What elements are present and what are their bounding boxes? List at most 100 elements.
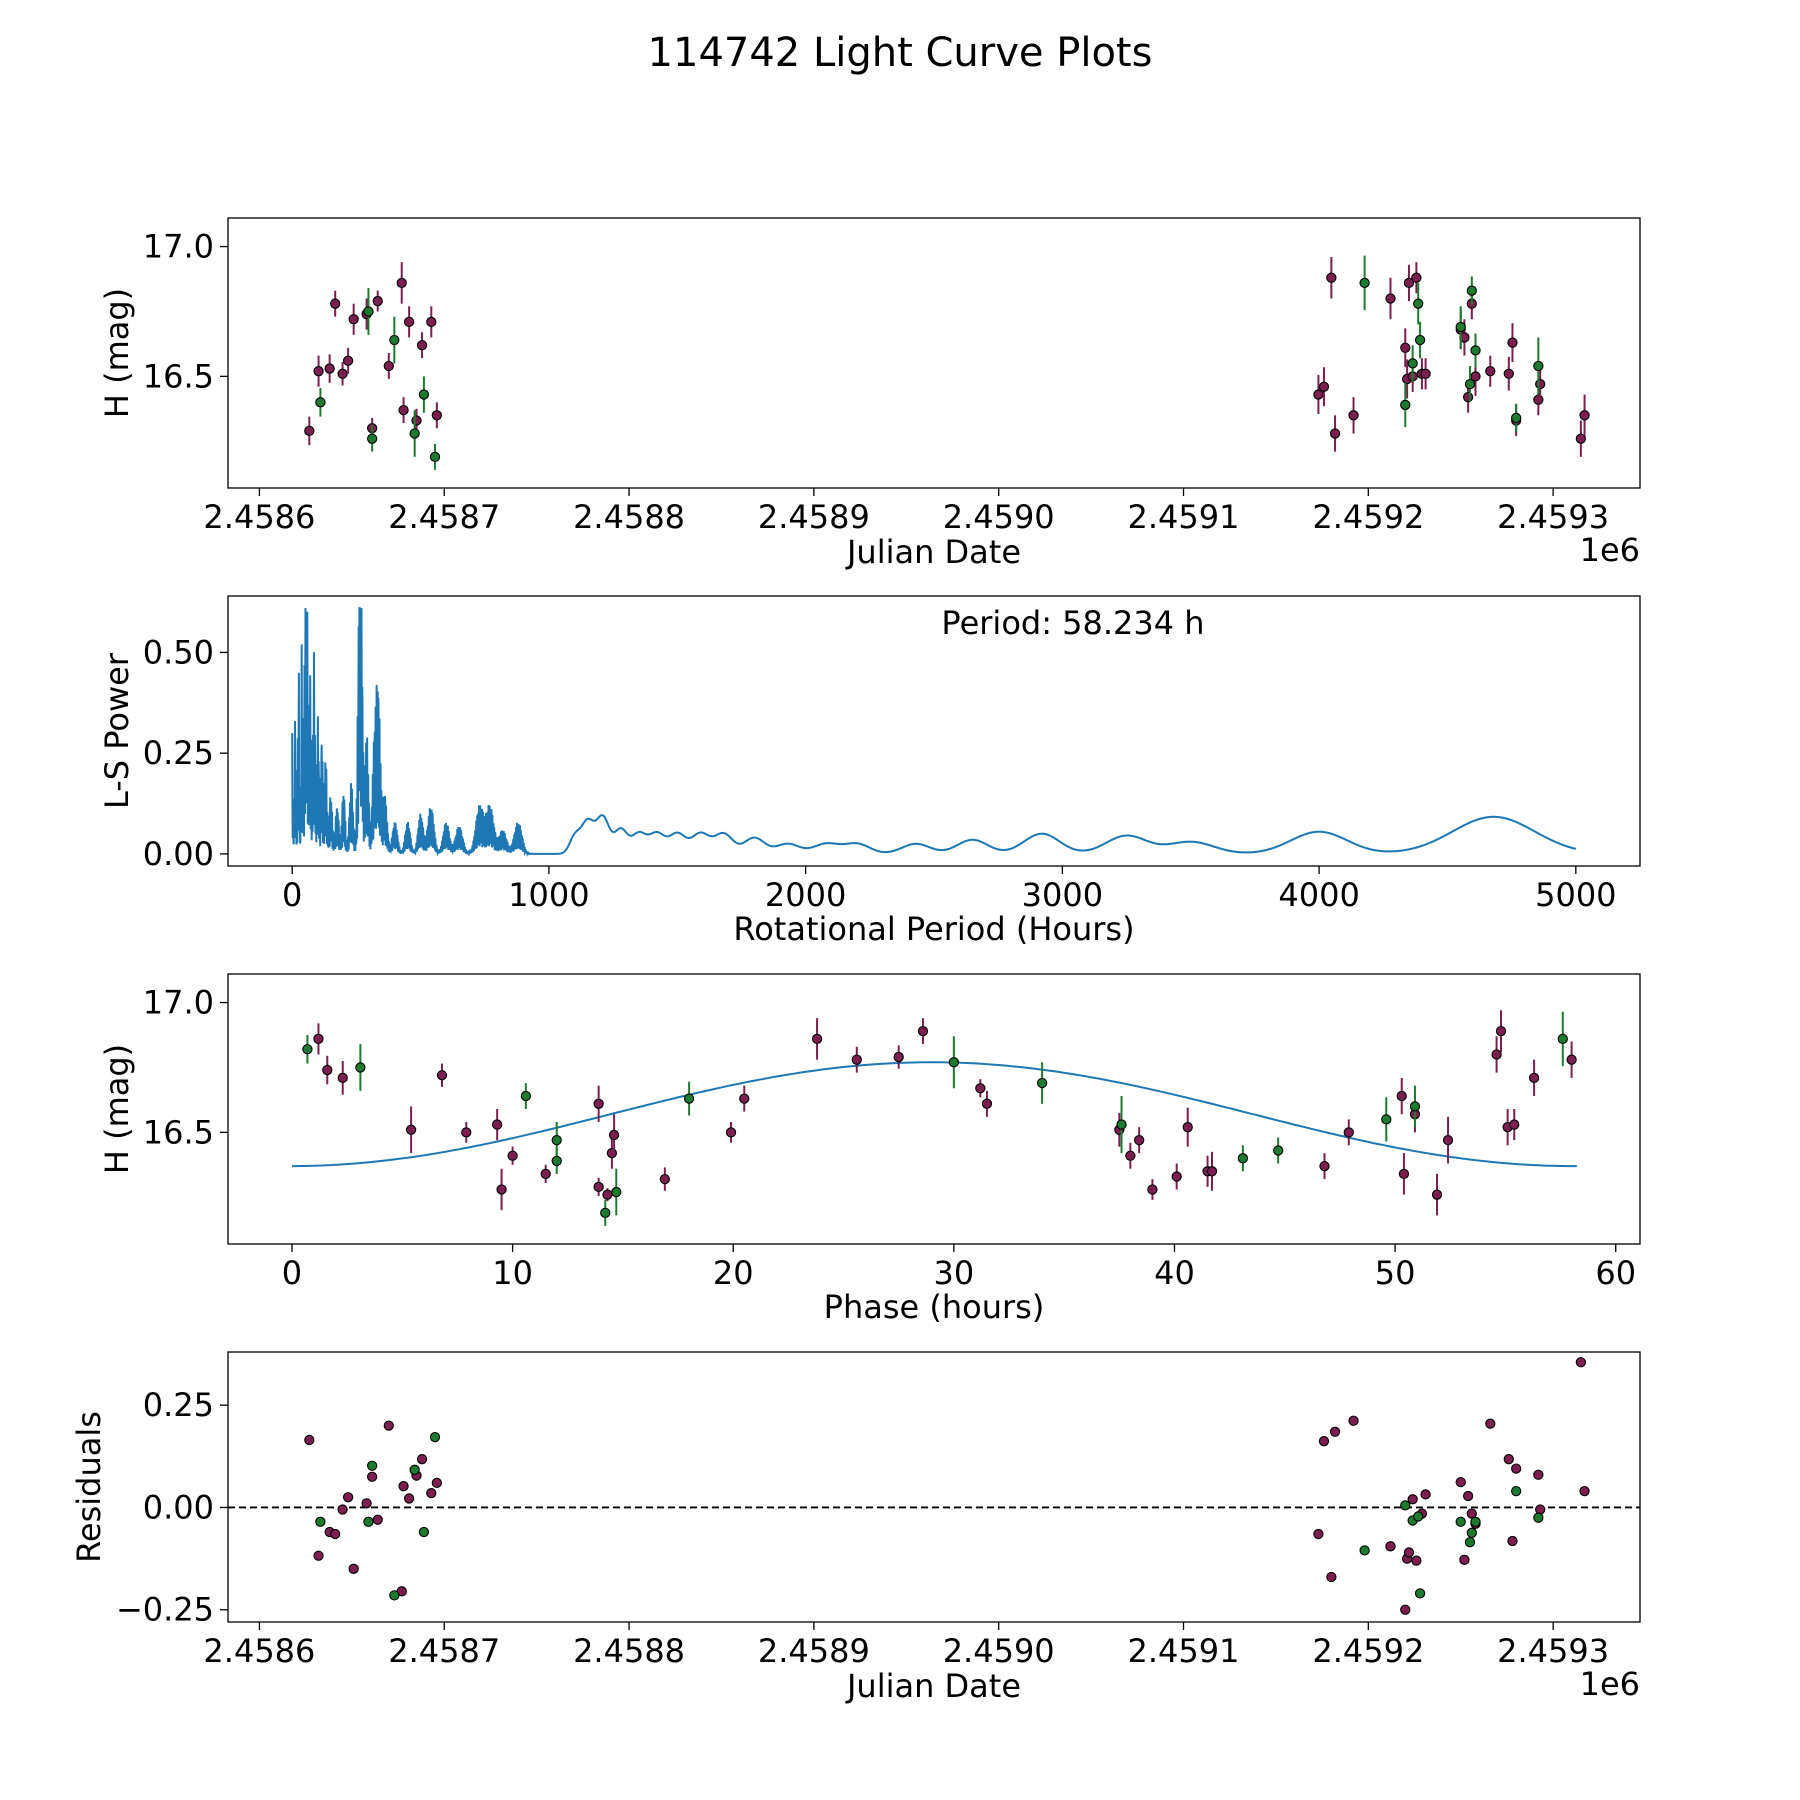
data-point-band_a <box>1507 1535 1518 1547</box>
data-point-band_a <box>1485 366 1496 377</box>
data-point-band_a <box>1485 1418 1496 1429</box>
data-point-band_b <box>1511 1485 1522 1497</box>
data-point-band_a <box>1442 1135 1454 1146</box>
data-point-band_b <box>683 1093 695 1104</box>
data-point-band_a <box>313 366 324 377</box>
data-point-band_a <box>606 1147 618 1159</box>
data-point-band_a <box>461 1127 472 1138</box>
data-point-band_a <box>1318 381 1330 392</box>
data-point-band_a <box>1318 1436 1330 1447</box>
data-point-band_a <box>593 1181 604 1193</box>
x-tick-label: 2.4589 <box>758 498 870 536</box>
residuals-panel: 2.4586 2.4587 2.4588 2.4589 2.4590 2.4591 2.45… <box>70 1351 1641 1705</box>
data-point-band_a <box>398 404 409 416</box>
periodogram-plot-area <box>291 607 1577 857</box>
data-point-band_a <box>1579 410 1590 421</box>
x-tick-label: 30 <box>933 1254 974 1292</box>
phased-ticks: 0 10 20 30 40 50 60 16.5 17.0 <box>143 984 1636 1292</box>
data-point-band_a <box>372 1514 383 1525</box>
data-point-band_a <box>496 1184 507 1195</box>
data-point-band_a <box>324 363 335 374</box>
data-point-band_b <box>1533 360 1544 372</box>
data-point-band_a <box>1326 1571 1337 1583</box>
data-point-band_b <box>363 306 374 317</box>
y-tick-label: 0.00 <box>143 835 214 873</box>
data-point-band_a <box>337 368 348 379</box>
data-point-band_b <box>302 1044 313 1055</box>
x-tick-label: 0 <box>282 876 302 914</box>
data-point-band_a <box>1579 1485 1590 1497</box>
data-point-band_a <box>1171 1171 1182 1182</box>
data-point-band_a <box>313 1033 324 1045</box>
data-point-band_b <box>409 428 420 439</box>
data-point-band_b <box>1414 1588 1426 1599</box>
data-point-band_b <box>600 1207 611 1218</box>
data-point-band_a <box>608 1129 620 1141</box>
y-tick-label: −0.25 <box>116 1591 214 1629</box>
periodogram-panel: 0 1000 2000 3000 4000 5000 0.00 0.25 0.50 Rotati… <box>98 595 1641 948</box>
data-point-band_a <box>361 1498 372 1509</box>
data-point-band_b <box>1400 1500 1411 1511</box>
data-point-band_a <box>1326 272 1337 283</box>
data-point-band_b <box>551 1135 562 1146</box>
data-point-band_a <box>1575 1357 1587 1368</box>
residuals-ylabel: Residuals <box>70 1411 108 1563</box>
data-point-band_b <box>367 433 378 444</box>
data-point-band_b <box>1359 1545 1370 1556</box>
data-point-band_b <box>389 334 400 346</box>
data-point-band_a <box>1400 1604 1411 1615</box>
lightcurve-xlabel: Julian Date <box>845 533 1021 571</box>
data-point-band_a <box>1313 1528 1324 1540</box>
data-point-band_a <box>337 1504 348 1515</box>
data-point-band_b <box>1466 1527 1477 1538</box>
data-point-band_b <box>551 1155 562 1167</box>
data-point-band_a <box>593 1098 604 1109</box>
data-point-band_a <box>1462 1490 1474 1502</box>
data-point-band_a <box>348 314 359 325</box>
y-tick-label: 16.5 <box>143 1113 214 1151</box>
figure-title: 114742 Light Curve Plots <box>648 30 1153 76</box>
data-point-band_b <box>389 1590 400 1601</box>
data-point-band_a <box>1528 1072 1540 1083</box>
data-point-band_b <box>1533 1512 1544 1523</box>
data-point-band_a <box>1503 1454 1514 1465</box>
data-point-band_b <box>1557 1033 1568 1045</box>
data-point-band_a <box>602 1189 613 1200</box>
periodogram-line <box>291 607 1577 857</box>
data-point-band_a <box>348 1563 359 1574</box>
data-point-band_a <box>1403 1547 1415 1558</box>
data-point-band_b <box>418 1526 430 1538</box>
x-tick-label: 10 <box>492 1254 533 1292</box>
data-point-band_b <box>1381 1114 1392 1125</box>
data-point-band_b <box>355 1062 366 1073</box>
data-point-band_a <box>1507 337 1518 348</box>
data-point-band_a <box>1348 410 1359 421</box>
data-point-band_a <box>411 415 422 426</box>
data-point-band_b <box>1413 298 1424 309</box>
data-point-band_b <box>611 1186 622 1198</box>
y-tick-label: 0.50 <box>143 633 214 671</box>
data-point-band_b <box>1511 412 1522 424</box>
data-point-band_b <box>1455 321 1466 333</box>
data-point-band_a <box>1319 1160 1330 1172</box>
x-tick-label: 20 <box>713 1254 754 1292</box>
x-tick-label: 2.4590 <box>943 1632 1055 1670</box>
data-point-band_a <box>981 1098 993 1109</box>
data-point-band_a <box>1400 342 1411 353</box>
y-tick-label: 0.25 <box>143 734 214 772</box>
x-tick-label: 2.4590 <box>943 498 1055 536</box>
data-point-band_a <box>1566 1054 1577 1065</box>
phased-xlabel: Phase (hours) <box>824 1288 1045 1326</box>
x-tick-label: 2.4588 <box>573 1632 685 1670</box>
periodogram-xlabel: Rotational Period (Hours) <box>733 910 1134 948</box>
lightcurve-frame <box>227 217 1641 489</box>
data-point-band_b <box>948 1057 960 1068</box>
lightcurve-ylabel: H (mag) <box>98 288 136 418</box>
x-tick-label: 2.4591 <box>1128 498 1240 536</box>
data-point-band_a <box>1147 1184 1158 1195</box>
data-point-band_b <box>520 1090 531 1102</box>
data-point-band_a <box>1431 1189 1443 1200</box>
lightcurve-ticks: 2.4586 2.4587 2.4588 2.4589 2.4590 2.4591 2.45… <box>143 228 1609 536</box>
x-tick-label: 1000 <box>508 876 589 914</box>
x-tick-label: 0 <box>282 1254 302 1292</box>
